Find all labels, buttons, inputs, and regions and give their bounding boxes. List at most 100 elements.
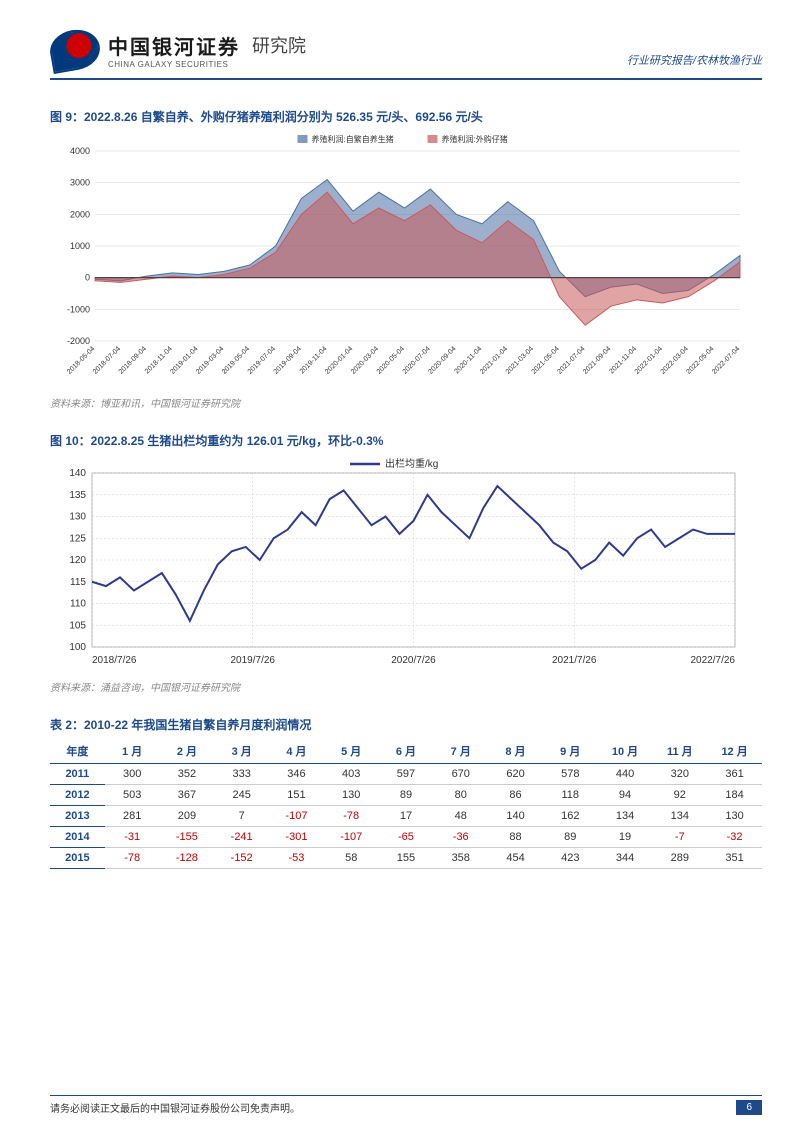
table-value-cell: 670 <box>433 764 488 785</box>
svg-text:115: 115 <box>70 577 86 588</box>
svg-text:3000: 3000 <box>70 178 90 188</box>
table-value-cell: 300 <box>105 764 160 785</box>
chart10-box: 出栏均重/kg1001051101151201251301351402018/7… <box>50 455 762 675</box>
chart10-title: 图 10：2022.8.25 生猪出栏均重约为 126.01 元/kg，环比-0… <box>50 432 762 449</box>
table-value-cell: 352 <box>160 764 215 785</box>
svg-text:1000: 1000 <box>70 241 90 251</box>
table-value-cell: 130 <box>324 785 379 806</box>
svg-text:4000: 4000 <box>70 146 90 156</box>
table-value-cell: 620 <box>488 764 543 785</box>
table-value-cell: 7 <box>214 806 269 827</box>
table-value-cell: 344 <box>598 848 653 869</box>
table-row: 2014-31-155-241-301-107-65-36888919-7-32 <box>50 827 762 848</box>
header-rule <box>50 78 762 80</box>
table-value-cell: 333 <box>214 764 269 785</box>
svg-text:养殖利润:自繁自养生猪: 养殖利润:自繁自养生猪 <box>312 134 394 144</box>
table-value-cell: 48 <box>433 806 488 827</box>
logo-cn: 中国银河证券 <box>108 31 240 60</box>
chart10-svg: 出栏均重/kg1001051101151201251301351402018/7… <box>50 455 762 675</box>
table-col-header: 12 月 <box>707 739 762 764</box>
table-value-cell: 320 <box>652 764 707 785</box>
table-value-cell: 134 <box>598 806 653 827</box>
table-value-cell: 289 <box>652 848 707 869</box>
svg-text:0: 0 <box>85 273 90 283</box>
logo-en: CHINA GALAXY SECURITIES <box>108 60 240 69</box>
svg-text:135: 135 <box>69 490 86 501</box>
table-value-cell: 155 <box>379 848 434 869</box>
table-col-header: 2 月 <box>160 739 215 764</box>
table-value-cell: -7 <box>652 827 707 848</box>
table-col-header: 6 月 <box>379 739 434 764</box>
table-value-cell: 578 <box>543 764 598 785</box>
table-value-cell: -241 <box>214 827 269 848</box>
table-value-cell: 17 <box>379 806 434 827</box>
table-row: 20132812097-107-781748140162134134130 <box>50 806 762 827</box>
table-value-cell: 440 <box>598 764 653 785</box>
table-value-cell: 209 <box>160 806 215 827</box>
table-col-header: 7 月 <box>433 739 488 764</box>
table-value-cell: 58 <box>324 848 379 869</box>
table-value-cell: 597 <box>379 764 434 785</box>
table-value-cell: -107 <box>269 806 324 827</box>
table-col-header: 5 月 <box>324 739 379 764</box>
table-value-cell: 367 <box>160 785 215 806</box>
svg-text:出栏均重/kg: 出栏均重/kg <box>385 457 438 470</box>
svg-text:2018/7/26: 2018/7/26 <box>92 655 137 666</box>
table-value-cell: -78 <box>105 848 160 869</box>
table-row: 2011300352333346403597670620578440320361 <box>50 764 762 785</box>
svg-text:110: 110 <box>70 599 86 610</box>
svg-text:105: 105 <box>69 620 86 631</box>
table-col-header: 3 月 <box>214 739 269 764</box>
page-header: 中国银河证券 CHINA GALAXY SECURITIES 研究院 行业研究报… <box>50 30 762 70</box>
svg-text:140: 140 <box>69 468 86 479</box>
table-value-cell: 245 <box>214 785 269 806</box>
table-value-cell: -155 <box>160 827 215 848</box>
table-row: 20125033672451511308980861189492184 <box>50 785 762 806</box>
svg-text:2020/7/26: 2020/7/26 <box>391 655 436 666</box>
table-value-cell: -78 <box>324 806 379 827</box>
header-category: 行业研究报告/农林牧渔行业 <box>627 52 762 68</box>
table-value-cell: 92 <box>652 785 707 806</box>
table-value-cell: -31 <box>105 827 160 848</box>
table-value-cell: 454 <box>488 848 543 869</box>
chart9-svg: 养殖利润:自繁自养生猪养殖利润:外购仔猪-2000-10000100020003… <box>50 131 762 391</box>
table-value-cell: 89 <box>379 785 434 806</box>
chart10-source: 资料来源：涌益咨询，中国银河证券研究院 <box>50 679 762 694</box>
profit-table: 年度1 月2 月3 月4 月5 月6 月7 月8 月9 月10 月11 月12 … <box>50 739 762 869</box>
svg-text:125: 125 <box>69 533 86 544</box>
svg-text:120: 120 <box>69 555 86 566</box>
logo-block: 中国银河证券 CHINA GALAXY SECURITIES 研究院 <box>50 30 306 70</box>
footer-disclaimer: 请务必阅读正文最后的中国银河证券股份公司免责声明。 <box>50 1100 300 1115</box>
table-value-cell: 358 <box>433 848 488 869</box>
table-value-cell: 94 <box>598 785 653 806</box>
table-value-cell: 361 <box>707 764 762 785</box>
table-value-cell: -32 <box>707 827 762 848</box>
table-year-cell: 2015 <box>50 848 105 869</box>
table-value-cell: 503 <box>105 785 160 806</box>
table-col-header: 8 月 <box>488 739 543 764</box>
chart9-source: 资料来源：博亚和讯，中国银河证券研究院 <box>50 395 762 410</box>
table-col-header: 11 月 <box>652 739 707 764</box>
table-value-cell: 86 <box>488 785 543 806</box>
table-value-cell: 184 <box>707 785 762 806</box>
svg-text:2022-07-04: 2022-07-04 <box>711 345 741 375</box>
chart9-box: 养殖利润:自繁自养生猪养殖利润:外购仔猪-2000-10000100020003… <box>50 131 762 391</box>
table-value-cell: 351 <box>707 848 762 869</box>
page-number: 6 <box>736 1100 762 1115</box>
svg-text:-2000: -2000 <box>67 336 90 346</box>
page-footer: 请务必阅读正文最后的中国银河证券股份公司免责声明。 6 <box>50 1095 762 1115</box>
logo-text: 中国银河证券 CHINA GALAXY SECURITIES <box>108 31 240 69</box>
table-row: 2015-78-128-152-535815535845442334428935… <box>50 848 762 869</box>
svg-text:2022/7/26: 2022/7/26 <box>691 655 736 666</box>
chart9-title: 图 9：2022.8.26 自繁自养、外购仔猪养殖利润分别为 526.35 元/… <box>50 108 762 125</box>
table-col-header: 1 月 <box>105 739 160 764</box>
table2-title: 表 2：2010-22 年我国生猪自繁自养月度利润情况 <box>50 716 762 733</box>
table-year-cell: 2011 <box>50 764 105 785</box>
svg-text:-1000: -1000 <box>67 304 90 314</box>
table-value-cell: 19 <box>598 827 653 848</box>
table-value-cell: 88 <box>488 827 543 848</box>
table-value-cell: -152 <box>214 848 269 869</box>
table-value-cell: 403 <box>324 764 379 785</box>
table-value-cell: -301 <box>269 827 324 848</box>
table-year-cell: 2013 <box>50 806 105 827</box>
